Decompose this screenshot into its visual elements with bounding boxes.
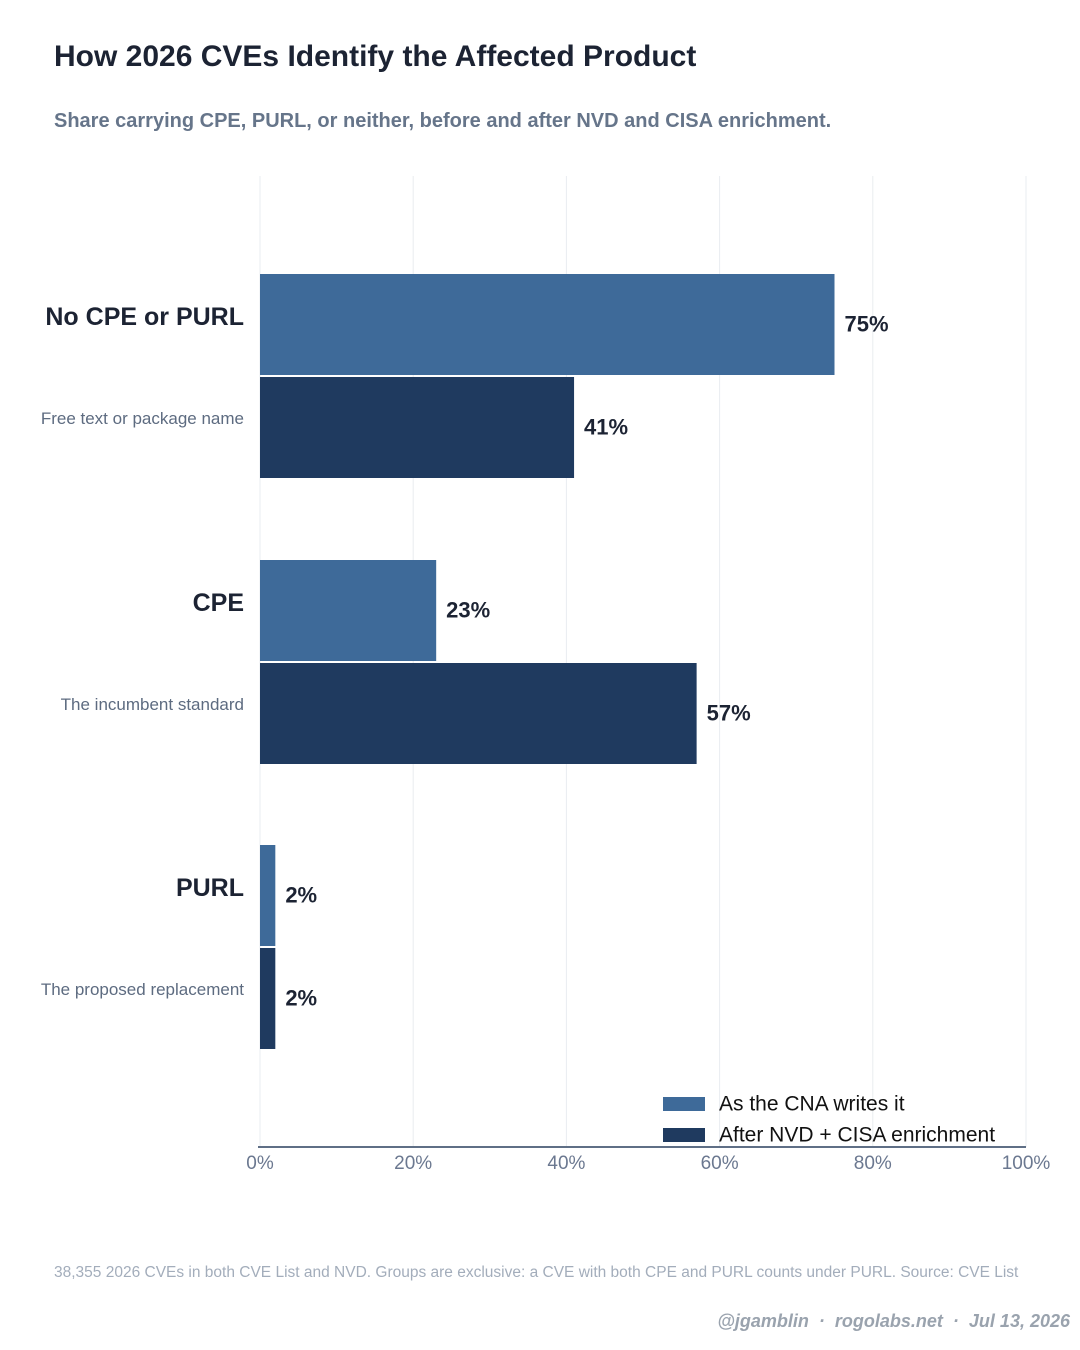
bar-2-0 <box>260 845 276 946</box>
category-sublabel-0: Free text or package name <box>41 409 244 428</box>
legend-label-1: After NVD + CISA enrichment <box>719 1124 995 1147</box>
footnote: 38,355 2026 CVEs in both CVE List and NV… <box>54 1264 1019 1281</box>
x-tick-label-5: 100% <box>1002 1153 1051 1174</box>
value-label-0-1: 41% <box>584 414 628 439</box>
legend: As the CNA writes it After NVD + CISA enr… <box>663 1093 995 1147</box>
credit-handle: @jgamblin <box>717 1311 809 1331</box>
category-sublabel-2: The proposed replacement <box>41 980 244 999</box>
credit-separator: · <box>952 1311 959 1331</box>
category-label-1: CPE <box>193 589 244 617</box>
value-label-1-1: 57% <box>707 700 751 725</box>
value-label-2-0: 2% <box>285 882 317 907</box>
bar-1-0 <box>260 560 437 661</box>
x-axis: 0% 20% 40% 60% 80% 100% <box>246 1146 1051 1174</box>
category-label-2: PURL <box>176 874 244 902</box>
x-tick-label-1: 20% <box>394 1153 432 1174</box>
bar-0-1 <box>260 377 575 478</box>
credit-site: rogolabs.net <box>834 1311 943 1331</box>
legend-swatch-1 <box>663 1128 705 1142</box>
data-labels: 75% 41% 23% 57% 2% 2% <box>285 311 888 1010</box>
chart-subtitle: Share carrying CPE, PURL, or neither, be… <box>54 110 832 132</box>
value-label-1-0: 23% <box>446 597 490 622</box>
x-tick-label-4: 80% <box>854 1153 892 1174</box>
credit-date: Jul 13, 2026 <box>968 1311 1070 1331</box>
credit-line: @jgamblin · rogolabs.net · Jul 13, 2026 <box>717 1311 1070 1332</box>
bar-0-0 <box>260 274 835 375</box>
category-labels: No CPE or PURL Free text or package name C… <box>41 303 244 999</box>
legend-label-0: As the CNA writes it <box>719 1093 905 1116</box>
bar-chart: 75% 41% 23% 57% 2% 2% No CPE or PURL Free text… <box>41 176 1051 1174</box>
value-label-2-1: 2% <box>285 985 317 1010</box>
chart-title: How 2026 CVEs Identify the Affected Prod… <box>54 40 697 73</box>
category-label-0: No CPE or PURL <box>45 303 244 331</box>
x-tick-label-2: 40% <box>547 1153 585 1174</box>
bar-1-1 <box>260 663 697 764</box>
credit-separator: · <box>818 1311 825 1331</box>
bars <box>260 274 835 1049</box>
category-sublabel-1: The incumbent standard <box>61 695 244 714</box>
value-label-0-0: 75% <box>845 311 889 336</box>
x-tick-label-0: 0% <box>246 1153 274 1174</box>
legend-swatch-0 <box>663 1097 705 1111</box>
bar-2-1 <box>260 948 276 1049</box>
x-tick-label-3: 60% <box>701 1153 739 1174</box>
